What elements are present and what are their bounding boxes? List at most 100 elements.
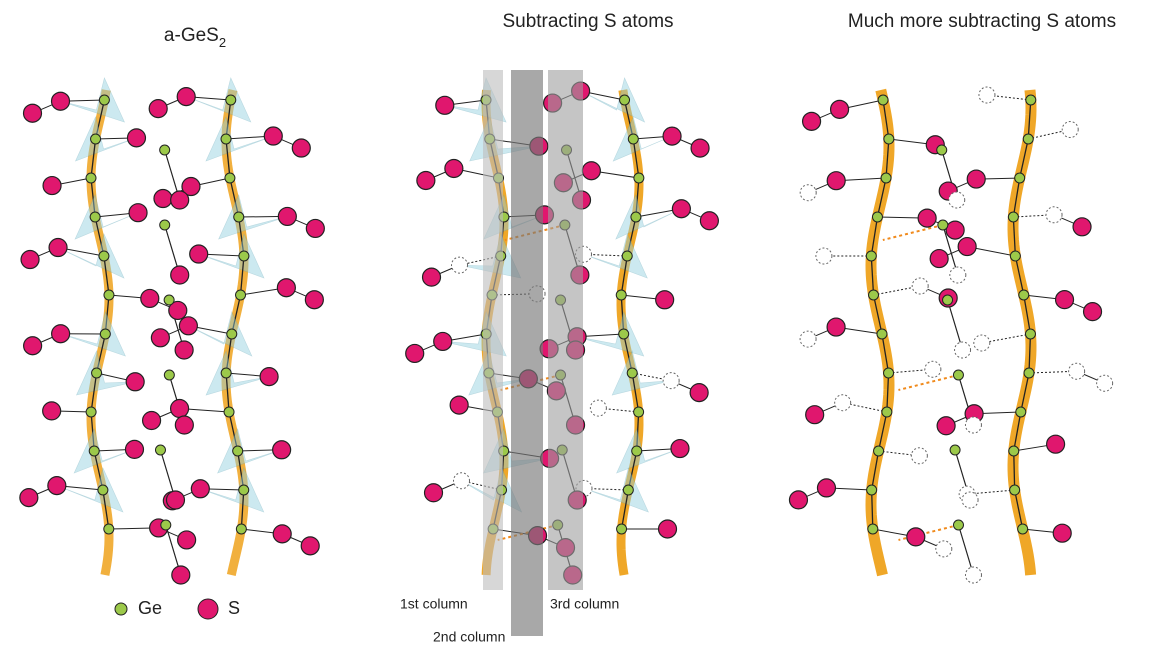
ge-atom [1026, 95, 1036, 105]
panel-title: a-GeS2 [164, 25, 226, 50]
s-atom [21, 251, 39, 269]
s-vacancy [962, 492, 978, 508]
s-vacancy [1097, 375, 1113, 391]
s-atom [171, 191, 189, 209]
s-atom [690, 384, 708, 402]
body: a-GeS2 Subtracting S atoms Much more sub… [0, 0, 1167, 650]
ge-atom [89, 446, 99, 456]
s-vacancy [800, 331, 816, 347]
s-atom [582, 162, 600, 180]
legend-label: Ge [138, 598, 162, 618]
s-atom [445, 159, 463, 177]
ge-atom [1019, 290, 1029, 300]
ge-atom [160, 145, 170, 155]
legend-label: S [228, 598, 240, 618]
ge-atom [878, 95, 888, 105]
s-atom [190, 245, 208, 263]
s-atom [49, 239, 67, 257]
ge-atom [100, 329, 110, 339]
ge-atom [1025, 329, 1035, 339]
tetrahedron [199, 234, 264, 278]
s-atom [1053, 524, 1071, 542]
s-vacancy [590, 400, 606, 416]
tetrahedron [616, 195, 681, 239]
s-atom [43, 402, 61, 420]
s-atom [149, 100, 167, 118]
s-atom [277, 279, 295, 297]
ge-atom [881, 173, 891, 183]
s-atom [817, 479, 835, 497]
tetrahedron [612, 351, 671, 395]
orange-bond [883, 225, 943, 240]
ge-atom [104, 524, 114, 534]
ge-atom [1009, 446, 1019, 456]
s-atom [178, 531, 196, 549]
ge-atom [1015, 173, 1025, 183]
ge-atom [631, 212, 641, 222]
tetrahedron [75, 195, 138, 239]
ge-atom [91, 134, 101, 144]
ge-legend-marker [115, 603, 127, 615]
ge-atom [164, 295, 174, 305]
tetrahedron [58, 234, 124, 278]
s-atom [52, 325, 70, 343]
ge-atom [225, 173, 235, 183]
s-atom [806, 406, 824, 424]
ge-atom [239, 251, 249, 261]
ge-atom [92, 368, 102, 378]
ge-atom [874, 446, 884, 456]
bond [1014, 451, 1015, 490]
ge-atom [221, 368, 231, 378]
s-atom [20, 489, 38, 507]
s-atom [154, 190, 172, 208]
s-atom [789, 491, 807, 509]
s-atom [946, 221, 964, 239]
s-atom [129, 204, 147, 222]
s-atom [179, 317, 197, 335]
ge-atom [1016, 407, 1026, 417]
s-vacancy [1046, 207, 1062, 223]
ge-atom [160, 220, 170, 230]
s-atom [831, 100, 849, 118]
s-atom [126, 373, 144, 391]
s-atom [264, 127, 282, 145]
s-atom [1073, 218, 1091, 236]
ge-atom [623, 485, 633, 495]
s-vacancy [974, 335, 990, 351]
s-atom [141, 289, 159, 307]
s-atom [292, 139, 310, 157]
s-atom [423, 268, 441, 286]
panel-title: Much more subtracting S atoms [848, 11, 1116, 32]
tetrahedron [617, 429, 680, 473]
figure: a-GeS2 Subtracting S atoms Much more sub… [0, 0, 1167, 650]
column-label: 1st column [400, 596, 468, 612]
s-legend-marker [198, 599, 218, 619]
s-vacancy [979, 87, 995, 103]
ge-atom [234, 212, 244, 222]
s-atom [450, 396, 468, 414]
s-vacancy [911, 448, 927, 464]
ge-atom [882, 407, 892, 417]
s-atom [306, 219, 324, 237]
ge-atom [226, 95, 236, 105]
s-atom [177, 88, 195, 106]
tetrahedron [206, 117, 273, 161]
s-atom [48, 477, 66, 495]
s-vacancy [454, 473, 470, 489]
s-atom [907, 528, 925, 546]
column-1-band [483, 70, 503, 590]
s-vacancy [912, 278, 928, 294]
ge-atom [877, 329, 887, 339]
ge-atom [104, 290, 114, 300]
s-atom [171, 266, 189, 284]
ge-atom [221, 134, 231, 144]
ge-atom [224, 407, 234, 417]
s-vacancy [936, 541, 952, 557]
ge-atom [868, 524, 878, 534]
ge-atom [953, 370, 963, 380]
s-atom [918, 209, 936, 227]
ge-atom [867, 485, 877, 495]
tetrahedron [77, 351, 136, 395]
title-text: a-GeS [164, 25, 219, 46]
s-atom [24, 337, 42, 355]
